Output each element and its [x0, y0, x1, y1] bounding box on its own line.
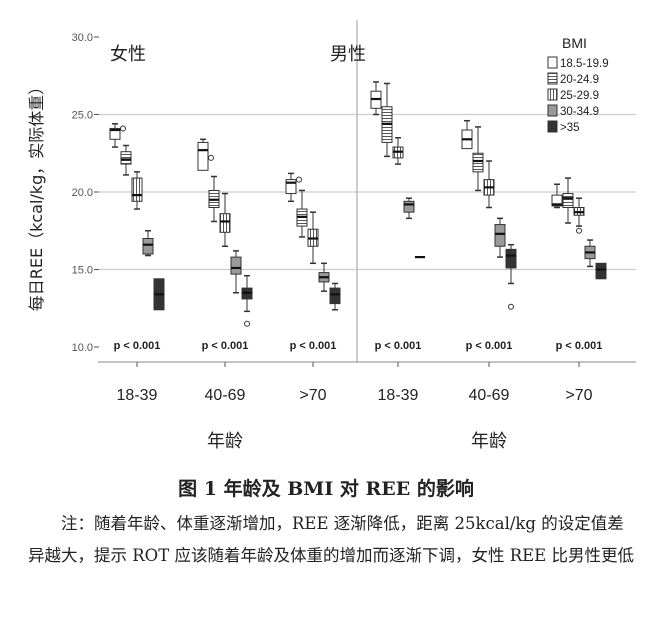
y-tick-label: 10.0 [72, 342, 93, 354]
y-tick-label: 30.0 [72, 32, 93, 44]
box [285, 179, 297, 195]
x-tick-label: >70 [565, 387, 592, 404]
box [329, 287, 341, 305]
box [120, 151, 132, 165]
box [494, 224, 506, 247]
x-tick-label: 40-69 [205, 387, 246, 404]
p-value-label: p < 0.001 [114, 340, 161, 352]
outlier [296, 176, 302, 183]
outlier [208, 154, 214, 161]
figure-caption: 图 1 年龄及 BMI 对 REE 的影响 [178, 478, 474, 500]
legend-swatch [547, 104, 558, 117]
x-tick-label: 40-69 [469, 387, 510, 404]
p-value-label: p < 0.001 [466, 340, 513, 352]
y-tick-label: 20.0 [72, 187, 93, 199]
box [403, 200, 415, 213]
panel-title: 女性 [110, 44, 146, 65]
legend-swatch [547, 120, 558, 133]
p-value-label: p < 0.001 [556, 340, 603, 352]
legend-swatch [547, 72, 558, 85]
box [551, 194, 563, 207]
x-tick-label: >70 [299, 387, 326, 404]
x-tick-label: 18-39 [117, 387, 158, 404]
p-value-label: p < 0.001 [290, 340, 337, 352]
legend-title: BMI [562, 35, 587, 51]
box [505, 248, 517, 269]
legend-entry: 18.5-19.9 [560, 58, 609, 70]
y-tick-label: 25.0 [72, 110, 93, 122]
box [109, 127, 121, 140]
box [595, 262, 607, 280]
box [230, 256, 242, 275]
p-value-label: p < 0.001 [202, 340, 249, 352]
box-plot-chart: 10.0 15.0 20.0 25.0 30.0 每日REE（kcal/kg，实际体重） 女… [27, 20, 636, 452]
legend-swatch [547, 56, 558, 69]
box [142, 238, 154, 255]
x-tick-label: 18-39 [378, 387, 419, 404]
outlier [508, 303, 514, 310]
panel-title: 男性 [330, 44, 366, 65]
legend-entry: >35 [560, 122, 580, 134]
outlier [120, 125, 126, 132]
outlier [244, 320, 250, 327]
x-axis-label: 年龄 [207, 431, 243, 452]
outlier [576, 227, 582, 234]
legend-entry: 20-24.9 [560, 74, 599, 86]
figure-note: 注：随着年龄、体重逐渐增加，REE 逐渐降低，距离 25kcal/kg 的设定值… [28, 514, 634, 565]
x-axis-label: 年龄 [471, 431, 507, 452]
box [197, 141, 209, 171]
y-axis-label: 每日REE（kcal/kg，实际体重） [27, 79, 46, 311]
box [562, 193, 574, 209]
legend-swatch [547, 88, 558, 101]
box [131, 177, 143, 202]
p-value-label: p < 0.001 [375, 340, 422, 352]
y-tick-label: 15.0 [72, 265, 93, 277]
box [472, 152, 484, 173]
legend-entry: 25-29.9 [560, 90, 599, 102]
box [219, 213, 231, 233]
legend-entry: 30-34.9 [560, 106, 599, 118]
